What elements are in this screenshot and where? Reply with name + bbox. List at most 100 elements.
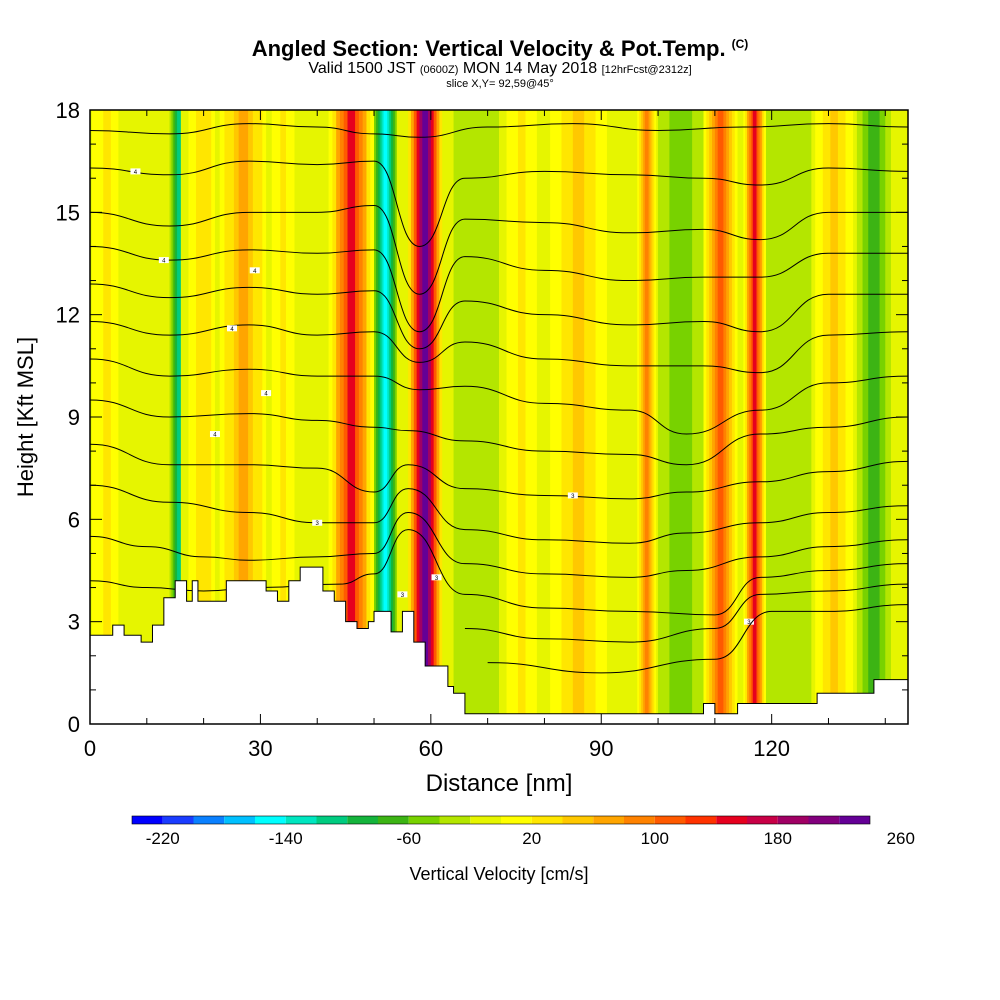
colorbar-frame [131, 815, 871, 825]
isentrope-label: 4 [213, 433, 217, 439]
colorbar-swatch [685, 816, 717, 824]
colorbar-tick-label: -140 [269, 829, 303, 848]
valid-date: MON 14 May 2018 [462, 60, 598, 77]
isentrope-line [464, 583, 908, 643]
isentrope-line [90, 320, 908, 374]
isentrope-line [487, 604, 908, 674]
colorbar-swatch [654, 816, 686, 824]
isentrope-contours: 4 4 4 4 4 4 3 3 3 3 3 [90, 123, 908, 674]
isentrope-label-bg [743, 618, 754, 625]
isentrope-label-bg [130, 168, 141, 175]
terrain-mask [89, 566, 909, 725]
velocity-column [347, 110, 356, 724]
velocity-column [572, 110, 585, 724]
isentrope-label-bg [312, 519, 323, 526]
colorbar-swatch [777, 816, 809, 824]
isentrope-label: 4 [162, 259, 166, 265]
chart-subtitle: Valid 1500 JST (0600Z) MON 14 May 2018 [… [0, 60, 1000, 78]
velocity-column [830, 110, 838, 724]
isentrope-line [90, 512, 908, 578]
y-tick-label: 6 [68, 507, 80, 532]
velocity-column [238, 110, 249, 724]
isentrope-label: 3 [435, 576, 439, 582]
isentrope-label: 3 [747, 620, 751, 626]
y-tick-label: 12 [56, 303, 80, 328]
colorbar-swatch [378, 816, 409, 824]
colorbar-swatch [316, 816, 348, 824]
colorbar-swatch [716, 816, 747, 824]
isentrope-label-bg [567, 492, 578, 499]
velocity-column [871, 110, 877, 724]
colorbar-swatch [593, 816, 624, 824]
colorbar-swatch [470, 816, 501, 824]
isentrope-label-bg [158, 257, 169, 264]
valid-prefix: Valid 1500 JST [308, 60, 416, 77]
y-tick-label: 15 [56, 200, 80, 225]
velocity-column [517, 110, 526, 724]
colorbar-swatch [224, 816, 255, 824]
isentrope-label-bg [209, 431, 220, 438]
y-tick-label: 9 [68, 405, 80, 430]
isentrope-line [90, 484, 908, 544]
axes: 0 30 60 90 120 0 3 6 9 12 15 18 [56, 98, 908, 761]
slice-info: slice X,Y= 92,59@45° [446, 78, 554, 90]
velocity-column [103, 110, 111, 724]
colorbar-swatch [255, 816, 286, 824]
colorbar-swatch [531, 816, 563, 824]
forecast-info: [12hrFcst@2312z] [601, 64, 692, 76]
terrain [89, 566, 909, 725]
colorbar-swatch [501, 816, 532, 824]
isentrope-label: 4 [264, 392, 268, 398]
colorbar-swatch [408, 816, 440, 824]
isentrope-label-bg [261, 390, 272, 397]
y-tick-label: 3 [68, 610, 80, 635]
isentrope-label: 3 [401, 593, 405, 599]
isentrope-line [90, 399, 908, 466]
isentrope-line [90, 443, 908, 500]
colorbar-tick-label: 260 [887, 829, 915, 848]
isentrope-label: 3 [316, 521, 320, 527]
colorbar-tick-label: -220 [146, 829, 180, 848]
x-tick-label: 90 [589, 736, 613, 761]
isentrope-label-bg [249, 267, 260, 274]
isentrope-label: 3 [571, 494, 575, 500]
chart-title: Angled Section: Vertical Velocity & Pot.… [0, 36, 1000, 62]
x-tick-label: 120 [753, 736, 790, 761]
colorbar-swatch [162, 816, 194, 824]
velocity-column [199, 110, 208, 724]
colorbar-swatch [347, 816, 378, 824]
velocity-column [132, 110, 139, 724]
title-main: Angled Section: Vertical Velocity & Pot.… [251, 36, 726, 61]
isentrope-label-bg [431, 574, 442, 581]
isentrope-line [90, 358, 908, 435]
colorbar-swatch [439, 816, 471, 824]
colorbar-tick-label: 20 [522, 829, 541, 848]
colorbar-swatch [562, 816, 594, 824]
isentrope-label: 4 [253, 269, 257, 275]
title-copyright: (C) [731, 37, 749, 51]
x-tick-label: 0 [84, 736, 96, 761]
velocity-column [472, 110, 481, 724]
colorbar-label: Vertical Velocity [cm/s] [409, 864, 588, 884]
isentrope-label-bg [227, 325, 238, 332]
y-axis-label: Height [Kft MSL] [13, 337, 38, 497]
isentrope-line [90, 205, 908, 295]
velocity-column [752, 110, 757, 724]
isentrope-line [90, 245, 908, 333]
colorbar-swatch [747, 816, 778, 824]
x-tick-label: 60 [419, 736, 443, 761]
colorbar-tick-label: -60 [396, 829, 421, 848]
velocity-column [383, 110, 388, 724]
velocity-column [422, 110, 428, 724]
colorbar-tick-label: 100 [641, 829, 669, 848]
colorbar-swatch [624, 816, 655, 824]
isentrope-line [90, 283, 908, 350]
y-tick-label: 18 [56, 98, 80, 123]
colorbar-swatch [839, 816, 870, 824]
colorbar-swatch [132, 816, 163, 824]
x-tick-label: 30 [248, 736, 272, 761]
colorbar-swatch [808, 816, 840, 824]
utc-time: (0600Z) [419, 64, 459, 76]
isentrope-label-bg [397, 591, 408, 598]
